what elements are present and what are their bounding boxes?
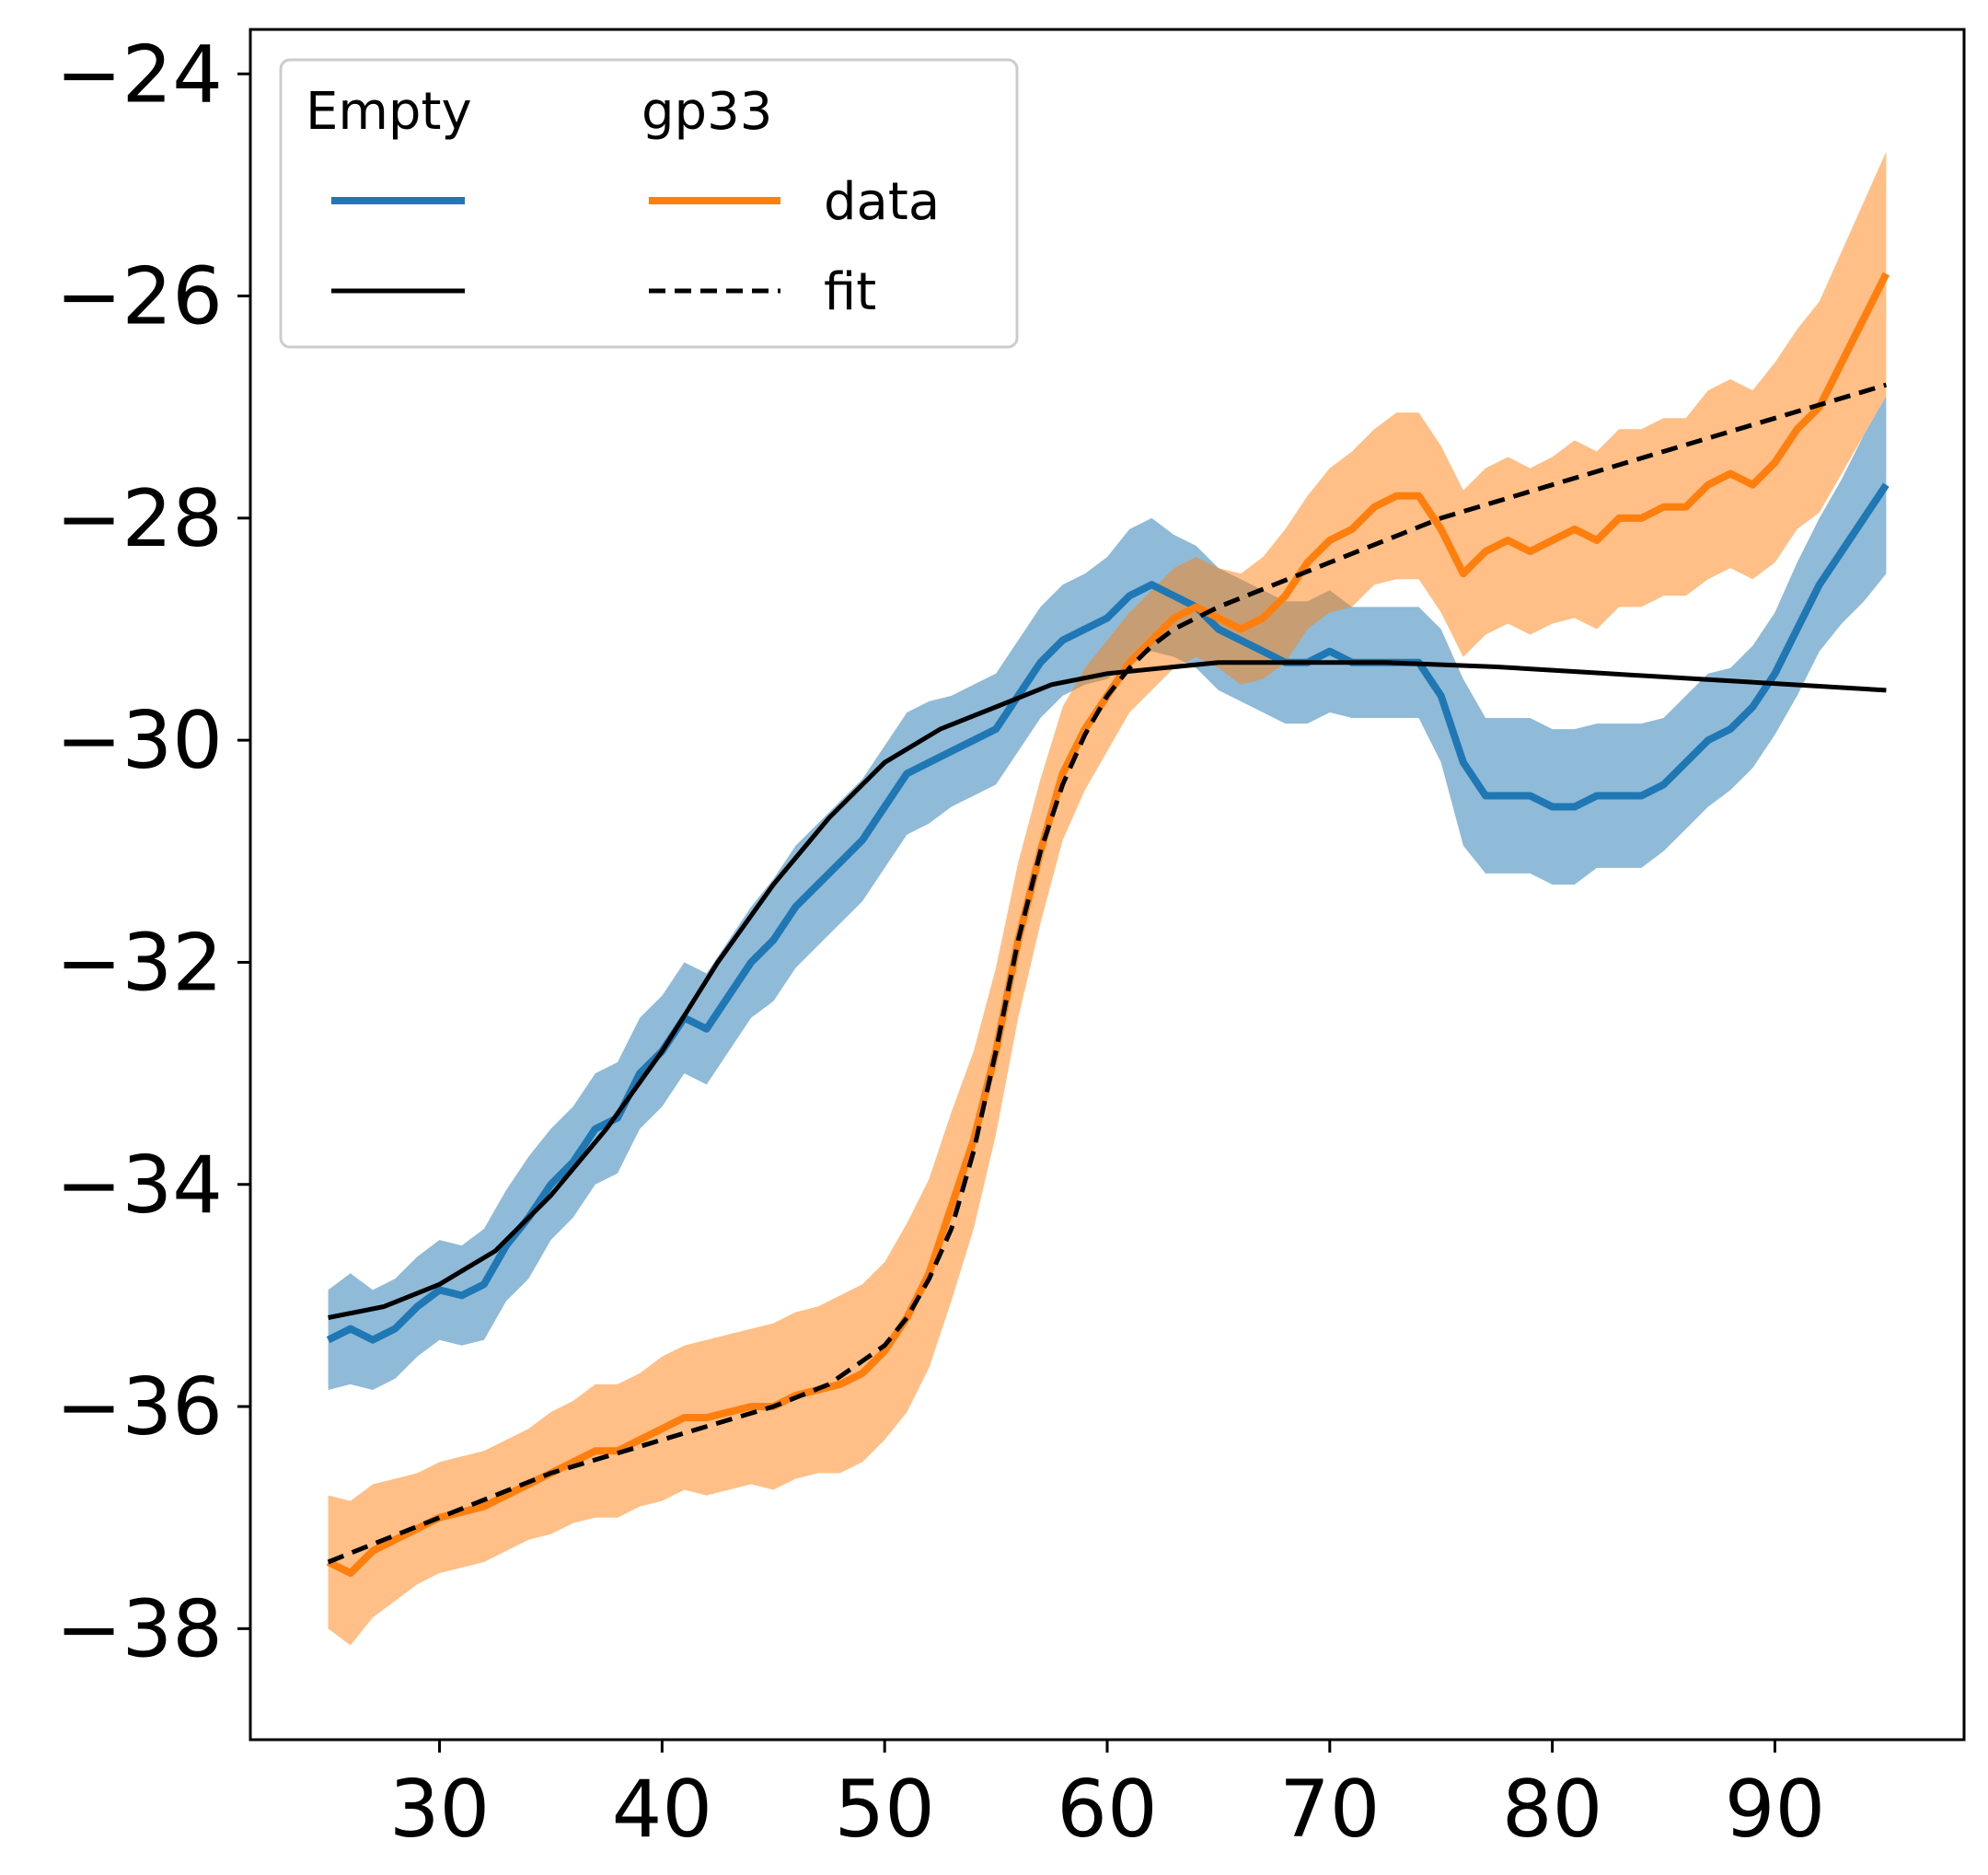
y-tick-label: −34 [56, 1140, 224, 1232]
x-tick-label: 60 [1057, 1764, 1157, 1856]
legend: Empty gp33 data fit [279, 58, 1019, 349]
y-tick-label: −38 [56, 1583, 224, 1675]
legend-row-label-fit: fit [824, 262, 876, 322]
x-tick-label: 70 [1279, 1764, 1380, 1856]
legend-row-label-data: data [824, 172, 940, 232]
x-tick-label: 90 [1725, 1764, 1825, 1856]
y-tick-label: −36 [56, 1361, 224, 1453]
band-gp33 [328, 151, 1887, 1646]
band-empty [328, 396, 1887, 1391]
x-tick-label: 40 [612, 1764, 712, 1856]
y-tick-label: −30 [56, 695, 224, 787]
x-tick-label: 80 [1502, 1764, 1602, 1856]
y-tick-label: −28 [56, 473, 224, 565]
y-tick-label: −26 [56, 251, 224, 343]
line-empty-data [326, 482, 1890, 1344]
line-empty-fit [328, 660, 1887, 1320]
axis-ticks: 30 40 50 60 70 80 90 −24 −26 −28 −30 −32 −34 −36 −38 [56, 29, 1826, 1856]
y-tick-label: −24 [56, 29, 224, 121]
y-tick-label: −32 [56, 917, 224, 1009]
legend-column-title-gp33: gp33 [641, 82, 772, 142]
line-gp33-fit [327, 382, 1888, 1565]
x-tick-label: 30 [389, 1764, 490, 1856]
x-tick-label: 50 [834, 1764, 934, 1856]
legend-column-title-empty: Empty [306, 82, 472, 142]
plot-area [326, 151, 1890, 1646]
